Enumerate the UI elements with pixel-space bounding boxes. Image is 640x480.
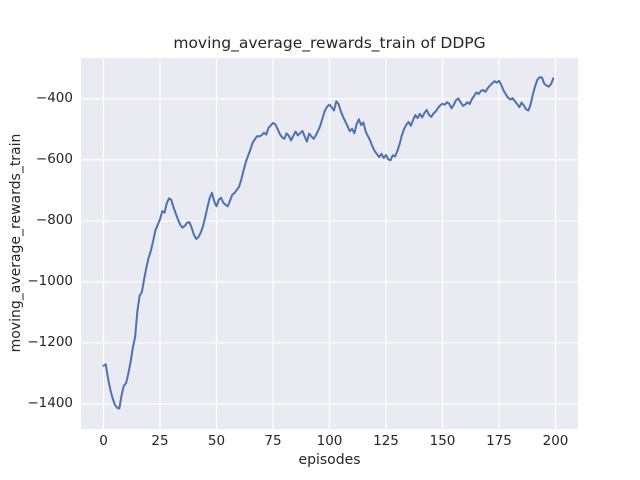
y-tick-label: −400 <box>35 90 73 107</box>
x-tick-label: 175 <box>486 433 512 449</box>
x-tick-label: 25 <box>151 433 169 449</box>
series-line-moving_average_rewards_train <box>102 76 555 410</box>
x-tick-label: 100 <box>316 433 343 449</box>
x-tick-label: 150 <box>429 433 456 449</box>
y-tick-label: −800 <box>35 212 73 229</box>
chart-title: moving_average_rewards_train of DDPG <box>173 34 486 52</box>
y-tick-label: −1400 <box>27 395 73 412</box>
y-tick-label: −1200 <box>27 334 73 351</box>
y-tick-label: −1000 <box>27 273 73 290</box>
plot-area <box>81 58 578 429</box>
x-tick-label: 125 <box>373 433 399 449</box>
x-tick-label: 75 <box>264 433 282 449</box>
x-tick-label: 0 <box>99 433 108 449</box>
x-tick-label: 200 <box>542 433 569 449</box>
y-tick-label: −600 <box>35 151 73 168</box>
x-axis-label: episodes <box>298 452 361 468</box>
x-tick-label: 50 <box>207 433 226 449</box>
y-axis-label: moving_average_rewards_train <box>8 133 24 353</box>
plot-svg <box>81 58 578 429</box>
